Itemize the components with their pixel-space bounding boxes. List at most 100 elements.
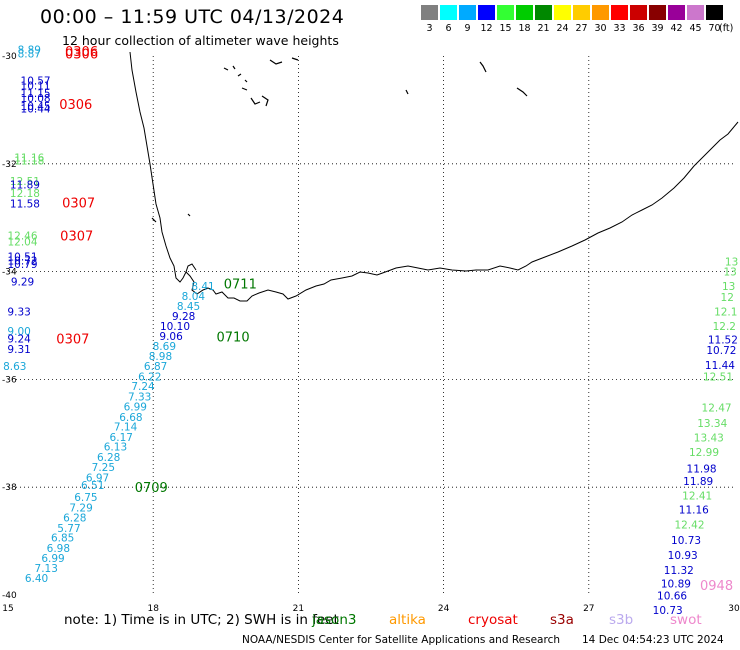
scale-label-15: 15 bbox=[499, 23, 512, 34]
scale-label-33: 33 bbox=[613, 23, 626, 34]
wave-height-value: 6.99 bbox=[124, 402, 147, 414]
wave-height-value: 12.42 bbox=[674, 520, 704, 532]
lon-tick-label: 24 bbox=[438, 604, 450, 614]
satellite-altika: altika bbox=[389, 612, 426, 628]
wave-height-value: 10.11 bbox=[21, 80, 51, 92]
scale-label-45: 45 bbox=[689, 23, 702, 34]
false-bay-inlet bbox=[185, 263, 197, 273]
wave-height-value: 12.1 bbox=[714, 306, 737, 318]
wave-height-value: 9.00 bbox=[7, 326, 30, 338]
satellite-swot: swot bbox=[670, 612, 702, 628]
wave-height-value: 13 bbox=[722, 281, 735, 293]
scale-swatch-18 bbox=[516, 5, 533, 20]
color-scale-unit: (ft) bbox=[719, 23, 734, 34]
satellite-s3a: s3a bbox=[550, 612, 574, 628]
wave-height-value: 12 bbox=[721, 292, 734, 304]
wave-height-value: 11.89 bbox=[10, 180, 40, 192]
wave-height-value: 6.28 bbox=[97, 452, 120, 464]
wave-height-value: 11.32 bbox=[664, 565, 694, 577]
wave-height-value: 13.43 bbox=[694, 432, 724, 444]
pass-time-label: 0307 bbox=[60, 229, 93, 244]
wave-height-value: 12.99 bbox=[689, 447, 719, 459]
wave-height-value: 11.89 bbox=[683, 476, 713, 488]
wave-height-value: 11.15 bbox=[21, 88, 51, 100]
wave-height-value: 5.77 bbox=[57, 523, 80, 535]
scale-swatch-30 bbox=[592, 5, 609, 20]
wave-height-value: 10.57 bbox=[21, 76, 51, 88]
scale-swatch-15 bbox=[497, 5, 514, 20]
wave-height-value: 9.24 bbox=[7, 334, 31, 346]
wave-height-value: 6.40 bbox=[25, 573, 48, 585]
satellite-jason3: jason3 bbox=[312, 612, 357, 628]
wave-height-value: 12.2 bbox=[713, 321, 736, 333]
scale-label-9: 9 bbox=[464, 23, 471, 34]
lon-tick-label: 30 bbox=[728, 604, 740, 614]
scale-swatch-33 bbox=[611, 5, 628, 20]
lat-lon-grid: 15 18 21 24 27 30 -30 -32 -34 -36 -38 -40 bbox=[2, 52, 740, 614]
scale-label-21: 21 bbox=[537, 23, 550, 34]
pass-time-label: 0306 bbox=[65, 48, 98, 63]
footer-note: note: 1) Time is in UTC; 2) SWH is in fe… bbox=[64, 612, 702, 628]
wave-height-value: 10.89 bbox=[661, 578, 691, 590]
lon-tick-label: 15 bbox=[2, 604, 13, 614]
wave-height-value: 10.45 bbox=[21, 101, 51, 113]
lat-tick-label: -30 bbox=[2, 52, 17, 62]
wave-height-value: 9.33 bbox=[7, 306, 30, 318]
lon-tick-label: 21 bbox=[293, 604, 304, 614]
scale-label-3: 3 bbox=[426, 23, 433, 34]
lon-tick-label: 18 bbox=[147, 604, 159, 614]
lon-tick-label: 27 bbox=[583, 604, 594, 614]
wave-height-value: 11.44 bbox=[705, 360, 735, 372]
wave-height-value: 10.66 bbox=[657, 590, 687, 602]
wave-height-value: 6.99 bbox=[41, 553, 64, 565]
lat-tick-label: -40 bbox=[2, 591, 17, 601]
wave-height-value: 8.41 bbox=[191, 281, 214, 293]
scale-swatch-42 bbox=[668, 5, 685, 20]
wave-height-value: 12.51 bbox=[10, 176, 40, 188]
wave-height-value: 10.93 bbox=[668, 550, 698, 562]
satellite-s3b: s3b bbox=[609, 612, 634, 628]
wave-height-value: 8.87 bbox=[18, 49, 41, 61]
wave-height-value: 12.41 bbox=[682, 491, 712, 503]
wave-height-value: 7.24 bbox=[131, 381, 155, 393]
timestamp-text: 14 Dec 04:54:23 UTC 2024 bbox=[582, 634, 724, 646]
wave-height-value: 6.22 bbox=[138, 371, 161, 383]
scale-label-12: 12 bbox=[480, 23, 493, 34]
wave-height-value: 11.18 bbox=[14, 155, 44, 167]
wave-height-value: 10.79 bbox=[7, 259, 37, 271]
wave-height-value: 9.31 bbox=[7, 344, 30, 356]
wave-height-value: 7.13 bbox=[35, 563, 58, 575]
wave-height-value: 10.73 bbox=[671, 535, 701, 547]
island-marks bbox=[151, 57, 528, 223]
wave-height-value: 11.16 bbox=[679, 505, 709, 517]
wave-height-value: 9.06 bbox=[159, 331, 183, 343]
wave-height-value: 11.16 bbox=[14, 153, 44, 165]
wave-height-value: 10.72 bbox=[7, 256, 37, 268]
wave-height-value: 10.72 bbox=[706, 345, 736, 357]
wave-height-value: 10.51 bbox=[7, 251, 37, 263]
wave-height-value: 12.51 bbox=[703, 371, 733, 383]
wave-height-value: 8.98 bbox=[149, 351, 172, 363]
scale-label-36: 36 bbox=[632, 23, 645, 34]
wave-height-value: 7.29 bbox=[69, 502, 92, 514]
lat-tick-label: -36 bbox=[2, 375, 17, 385]
credit-text: NOAA/NESDIS Center for Satellite Applica… bbox=[242, 634, 560, 646]
scale-swatch-36 bbox=[630, 5, 647, 20]
wave-height-value: 6.85 bbox=[51, 533, 74, 545]
lat-tick-label: -34 bbox=[2, 268, 17, 278]
pass-time-label: 0711 bbox=[224, 277, 257, 292]
scale-swatch-9 bbox=[459, 5, 476, 20]
pass-time-label: 0306 bbox=[65, 45, 98, 60]
note-text: note: 1) Time is in UTC; 2) SWH is in fe… bbox=[64, 612, 339, 628]
wave-height-value: 13 bbox=[725, 257, 738, 269]
wave-height-value: 6.51 bbox=[81, 480, 104, 492]
wave-height-value: 10.73 bbox=[653, 605, 683, 617]
wave-height-value: 8.69 bbox=[153, 341, 176, 353]
pass-time-label: 0710 bbox=[217, 331, 250, 346]
lat-tick-label: -32 bbox=[2, 160, 17, 170]
wave-height-value: 9.28 bbox=[172, 311, 195, 323]
scale-swatch-24 bbox=[554, 5, 571, 20]
scale-swatch-3 bbox=[421, 5, 438, 20]
wave-height-value: 13 bbox=[723, 266, 736, 278]
